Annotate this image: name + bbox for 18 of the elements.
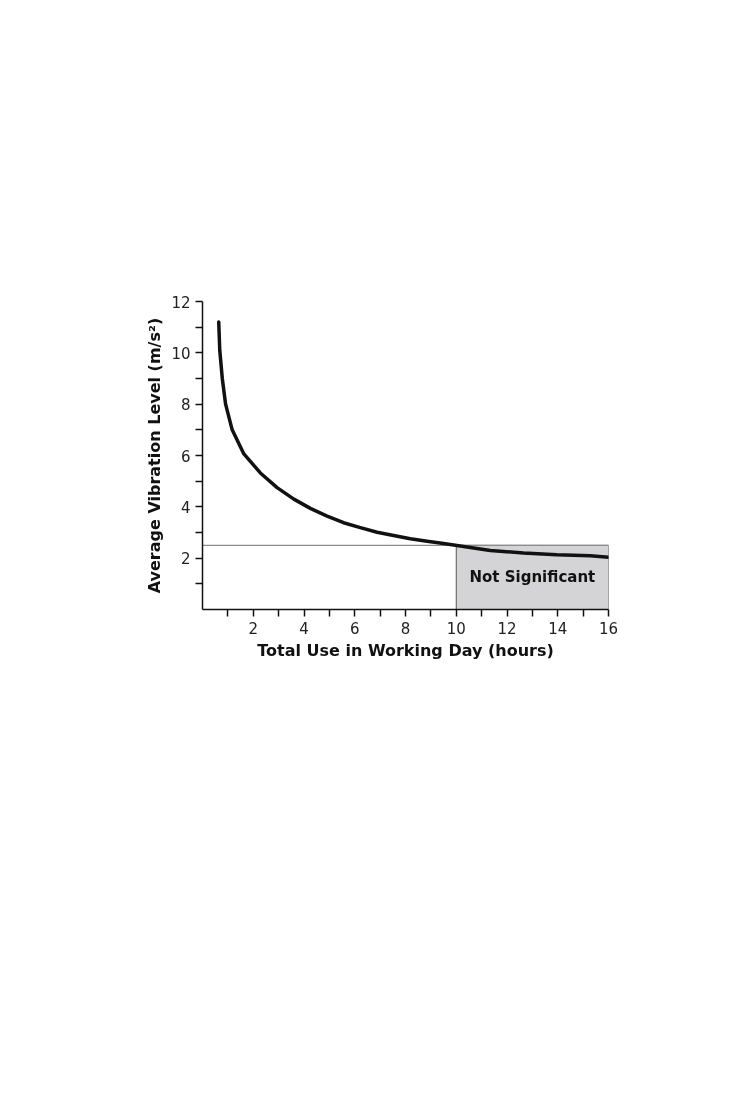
x-tick-label: 8: [400, 619, 411, 638]
x-axis-title: Total Use in Working Day (hours): [257, 640, 554, 660]
y-tick-label: 8: [180, 396, 191, 415]
y-axis-title: Average Vibration Level (m/s²): [145, 317, 165, 594]
y-tick-label: 10: [171, 344, 191, 363]
x-tick-label: 10: [446, 619, 466, 638]
y-tick-label: 2: [180, 550, 191, 569]
x-tick-label: 4: [299, 619, 309, 638]
line-series: [216, 320, 609, 559]
x-tick-label: 6: [349, 619, 360, 638]
y-tick-label: 12: [171, 293, 191, 312]
x-tick-label: 2: [248, 619, 259, 638]
x-tick-label: 12: [497, 619, 517, 638]
band-label: Not Significant: [469, 568, 596, 587]
x-tick-label: 16: [598, 619, 619, 638]
y-tick-label: 6: [180, 447, 191, 466]
y-tick-label: 4: [180, 498, 191, 517]
x-tick-label: 14: [548, 619, 568, 638]
